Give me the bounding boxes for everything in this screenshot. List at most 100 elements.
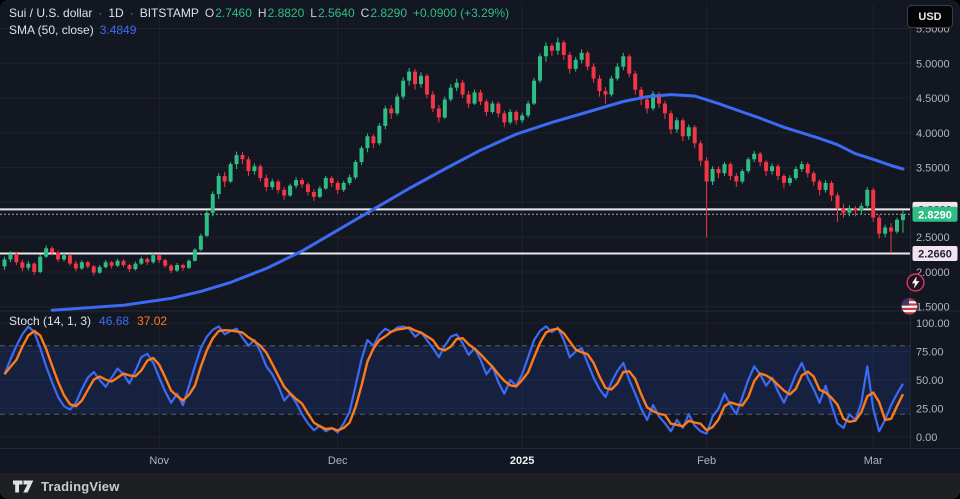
candle[interactable] (276, 179, 281, 194)
candle[interactable] (692, 125, 697, 149)
candle[interactable] (228, 162, 233, 183)
candle[interactable] (680, 118, 685, 142)
currency-toggle-badge[interactable]: USD (907, 5, 953, 28)
candle[interactable] (252, 163, 257, 175)
candle[interactable] (50, 246, 55, 256)
candle[interactable] (853, 205, 858, 217)
candle[interactable] (841, 203, 846, 218)
lightning-event-icon[interactable] (906, 273, 925, 297)
candle[interactable] (14, 251, 19, 265)
candle[interactable] (734, 173, 739, 188)
candle[interactable] (97, 265, 102, 275)
candle[interactable] (710, 166, 715, 185)
candle[interactable] (508, 109, 513, 125)
candle[interactable] (44, 245, 49, 259)
candle[interactable] (835, 192, 840, 222)
candle[interactable] (204, 210, 209, 238)
candle[interactable] (728, 162, 733, 181)
last-price-badge[interactable] (912, 206, 958, 222)
candle[interactable] (579, 49, 584, 64)
candle[interactable] (85, 260, 90, 269)
candle[interactable] (26, 260, 31, 271)
candle[interactable] (538, 53, 542, 83)
candle[interactable] (234, 151, 239, 169)
candle[interactable] (478, 89, 483, 105)
candle[interactable] (419, 72, 423, 88)
candle[interactable] (282, 187, 287, 200)
candle[interactable] (668, 110, 673, 135)
candle[interactable] (264, 174, 269, 192)
candle[interactable] (532, 77, 537, 105)
candle[interactable] (603, 86, 608, 104)
candle[interactable] (549, 43, 554, 57)
candle[interactable] (615, 63, 620, 81)
candle[interactable] (472, 89, 477, 105)
candle[interactable] (73, 260, 78, 272)
tradingview-label[interactable]: TradingView (41, 478, 120, 494)
candlestick-series[interactable] (2, 37, 905, 276)
candle[interactable] (395, 93, 400, 116)
interval-label[interactable]: 1D (108, 6, 124, 20)
candle[interactable] (484, 99, 489, 117)
candle[interactable] (627, 54, 632, 78)
candle[interactable] (353, 159, 358, 180)
level-price-badge[interactable] (912, 245, 958, 261)
candle[interactable] (704, 157, 709, 238)
candle[interactable] (365, 133, 370, 153)
candle[interactable] (585, 50, 590, 71)
candle[interactable] (401, 77, 406, 100)
candle[interactable] (62, 253, 66, 262)
candle[interactable] (198, 233, 203, 252)
candle[interactable] (502, 110, 507, 128)
candle[interactable] (448, 84, 453, 102)
candle[interactable] (877, 214, 882, 239)
candle[interactable] (490, 100, 495, 115)
tradingview-logo-icon[interactable] (13, 479, 34, 494)
candle[interactable] (2, 256, 7, 270)
candle[interactable] (746, 157, 751, 174)
candle[interactable] (900, 210, 905, 233)
candle[interactable] (424, 73, 429, 99)
candle[interactable] (294, 177, 299, 189)
candle[interactable] (436, 105, 441, 123)
candle[interactable] (151, 253, 156, 264)
candle[interactable] (145, 257, 150, 265)
candle[interactable] (133, 261, 138, 271)
candle[interactable] (127, 263, 132, 272)
us-flag-event-icon[interactable] (900, 297, 919, 321)
candle[interactable] (246, 156, 251, 176)
candle[interactable] (823, 180, 828, 193)
candle[interactable] (288, 183, 293, 197)
candle[interactable] (121, 259, 126, 268)
candle[interactable] (413, 68, 418, 90)
candle[interactable] (383, 105, 388, 130)
candle[interactable] (20, 259, 25, 272)
candle[interactable] (787, 175, 792, 186)
candle[interactable] (389, 105, 394, 119)
candle[interactable] (764, 159, 769, 176)
candle[interactable] (139, 256, 144, 265)
candle[interactable] (621, 52, 626, 71)
candle[interactable] (442, 96, 447, 119)
candle[interactable] (567, 52, 572, 74)
candle[interactable] (859, 203, 864, 215)
sma-indicator-label[interactable]: SMA (50, close) (9, 23, 94, 37)
candle[interactable] (56, 250, 61, 263)
candle[interactable] (181, 263, 185, 271)
candle[interactable] (103, 260, 108, 269)
candle[interactable] (817, 179, 822, 196)
candle[interactable] (240, 152, 245, 165)
candle[interactable] (32, 262, 37, 275)
candle[interactable] (597, 75, 602, 97)
candle[interactable] (651, 91, 656, 111)
candle[interactable] (377, 123, 382, 146)
candle[interactable] (871, 187, 876, 222)
candle[interactable] (781, 173, 786, 189)
candle[interactable] (216, 173, 221, 199)
candle[interactable] (883, 224, 888, 238)
candle[interactable] (359, 146, 364, 165)
candle[interactable] (662, 100, 667, 119)
candle[interactable] (543, 42, 548, 62)
candle[interactable] (526, 100, 531, 118)
candle[interactable] (829, 180, 834, 201)
